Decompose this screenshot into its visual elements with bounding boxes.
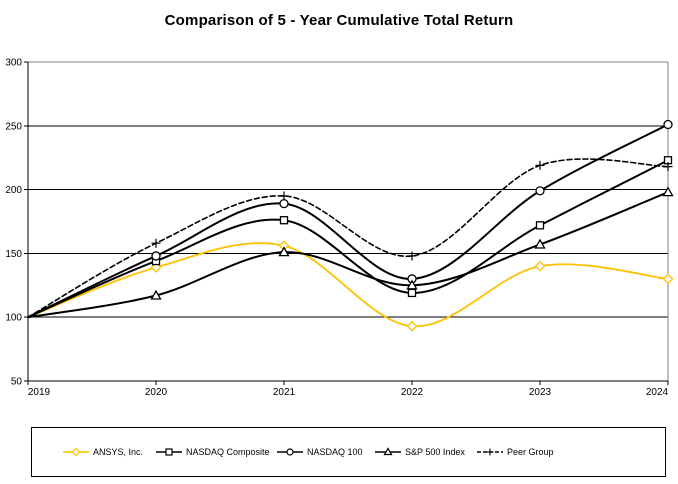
square-marker — [279, 216, 289, 225]
triangle-marker — [534, 238, 546, 249]
circle-legend-key-icon — [277, 448, 303, 456]
diamond-marker — [406, 320, 418, 332]
x-axis-label: 2022 — [401, 387, 424, 398]
y-axis-label: 200 — [5, 185, 22, 196]
x-axis-label: 2020 — [145, 387, 168, 398]
legend-item-nasdaq-composite: NASDAQ Composite — [156, 447, 270, 457]
plus-legend-key-icon — [477, 448, 503, 456]
circle-marker — [535, 186, 545, 196]
legend-item-ansys-inc-: ANSYS, Inc. — [63, 447, 143, 457]
y-axis-label: 50 — [11, 377, 23, 388]
x-axis-label: 2019 — [28, 387, 51, 398]
square-marker — [535, 221, 545, 230]
diamond-legend-key-icon — [63, 447, 89, 457]
x-axis-label: 2024 — [646, 387, 669, 398]
series-line-nasdaq-100 — [27, 123, 669, 319]
y-axis-label: 250 — [5, 121, 22, 132]
triangle-legend-key-icon — [375, 447, 401, 456]
plus-marker — [407, 251, 417, 261]
legend-label: Peer Group — [507, 446, 554, 457]
triangle-marker — [662, 186, 674, 197]
legend-label: ANSYS, Inc. — [93, 446, 144, 457]
x-axis-label: 2021 — [273, 387, 296, 398]
circle-marker — [151, 251, 161, 261]
chart-title: Comparison of 5 - Year Cumulative Total … — [164, 12, 514, 29]
legend-item-nasdaq-100: NASDAQ 100 — [277, 447, 363, 457]
plus-marker — [279, 191, 289, 201]
square-legend-key-icon — [156, 448, 182, 456]
legend: ANSYS, Inc. NASDAQ Composite NASDAQ 100 S&P… — [31, 427, 666, 477]
plot-area: 50 100 150 200 250 300 2019 2020 2021 2022 2023 202… — [5, 58, 674, 398]
triangle-marker — [278, 246, 290, 257]
legend-label: NASDAQ 100 — [307, 446, 363, 457]
legend-label: S&P 500 Index — [405, 446, 465, 457]
triangle-marker — [150, 289, 162, 300]
y-axis-label: 100 — [5, 313, 22, 324]
x-axis-label: 2023 — [529, 387, 552, 398]
triangle-marker — [406, 279, 418, 290]
y-axis-label: 300 — [5, 58, 22, 69]
triangle-marker — [383, 447, 393, 456]
diamond-marker — [534, 260, 546, 272]
square-marker — [407, 288, 417, 298]
circle-marker — [286, 448, 294, 456]
legend-item-s-p-500-index: S&P 500 Index — [375, 447, 465, 457]
circle-marker — [279, 198, 289, 209]
legend-item-peer-group: Peer Group — [477, 447, 554, 457]
diamond-marker — [662, 273, 674, 285]
y-axis-label: 150 — [5, 249, 22, 260]
series-line-ansys-inc- — [27, 242, 669, 328]
series-line-s-p-500-index — [27, 191, 669, 319]
plus-marker — [535, 160, 545, 170]
series-line-nasdaq-composite — [27, 159, 669, 319]
legend-label: NASDAQ Composite — [186, 446, 270, 457]
diamond-marker — [71, 447, 81, 457]
plus-marker — [663, 162, 673, 172]
plus-marker — [151, 238, 161, 248]
series-line-peer-group — [27, 158, 669, 318]
circle-marker — [663, 119, 673, 130]
square-marker — [165, 448, 173, 456]
plus-marker — [486, 448, 494, 456]
